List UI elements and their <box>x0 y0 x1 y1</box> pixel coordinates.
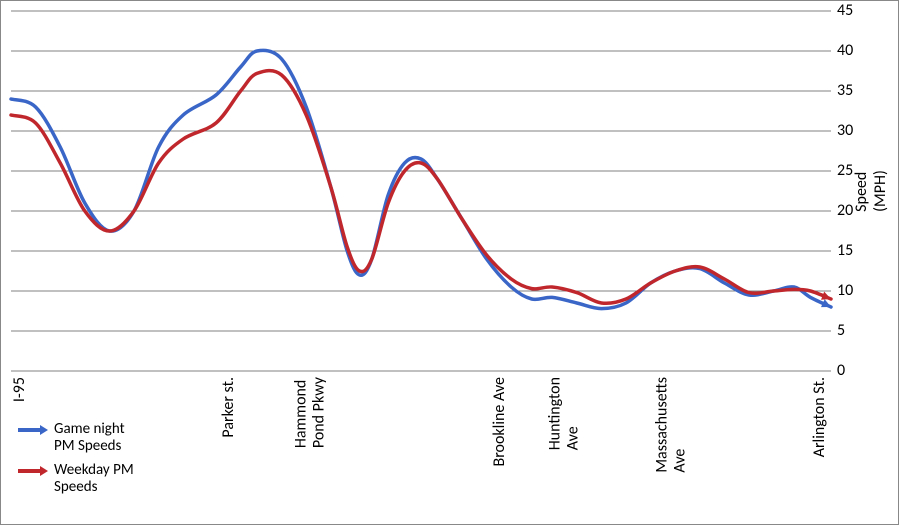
grid-lines <box>11 11 831 371</box>
y-tick-label: 40 <box>837 41 867 60</box>
legend-swatch <box>16 462 48 480</box>
y-tick-label: 0 <box>837 361 867 380</box>
y-tick-label: 10 <box>837 281 867 300</box>
y-tick-label: 15 <box>837 241 867 260</box>
plot-area <box>11 11 831 371</box>
series-group <box>11 50 831 308</box>
x-axis-label: Parker st. <box>220 377 238 438</box>
x-axis-label: Hammond Pond Pkwy <box>293 377 330 448</box>
legend-item: Weekday PM Speeds <box>16 462 134 497</box>
legend-swatch <box>16 421 48 439</box>
legend-label: Game night PM Speeds <box>54 421 125 456</box>
legend-item: Game night PM Speeds <box>16 421 134 456</box>
y-tick-label: 45 <box>837 1 867 20</box>
x-axis-label: Massachusetts Ave <box>654 377 691 473</box>
series-line <box>11 71 831 304</box>
y-tick-label: 30 <box>837 121 867 140</box>
chart-container: 051015202530354045 Speed (MPH) I-95Parke… <box>0 0 899 525</box>
x-axis-label: I-95 <box>11 377 29 402</box>
x-axis-label: Brookline Ave <box>490 377 508 467</box>
chart-svg <box>11 11 831 371</box>
y-tick-label: 5 <box>837 321 867 340</box>
legend-label: Weekday PM Speeds <box>54 462 134 497</box>
y-tick-label: 35 <box>837 81 867 100</box>
y-axis-title: Speed (MPH) <box>852 170 890 212</box>
x-axis-label: Arlington St. <box>810 377 828 457</box>
x-axis-label: Huntington Ave <box>547 377 584 450</box>
legend: Game night PM Speeds Weekday PM Speeds <box>16 421 134 502</box>
